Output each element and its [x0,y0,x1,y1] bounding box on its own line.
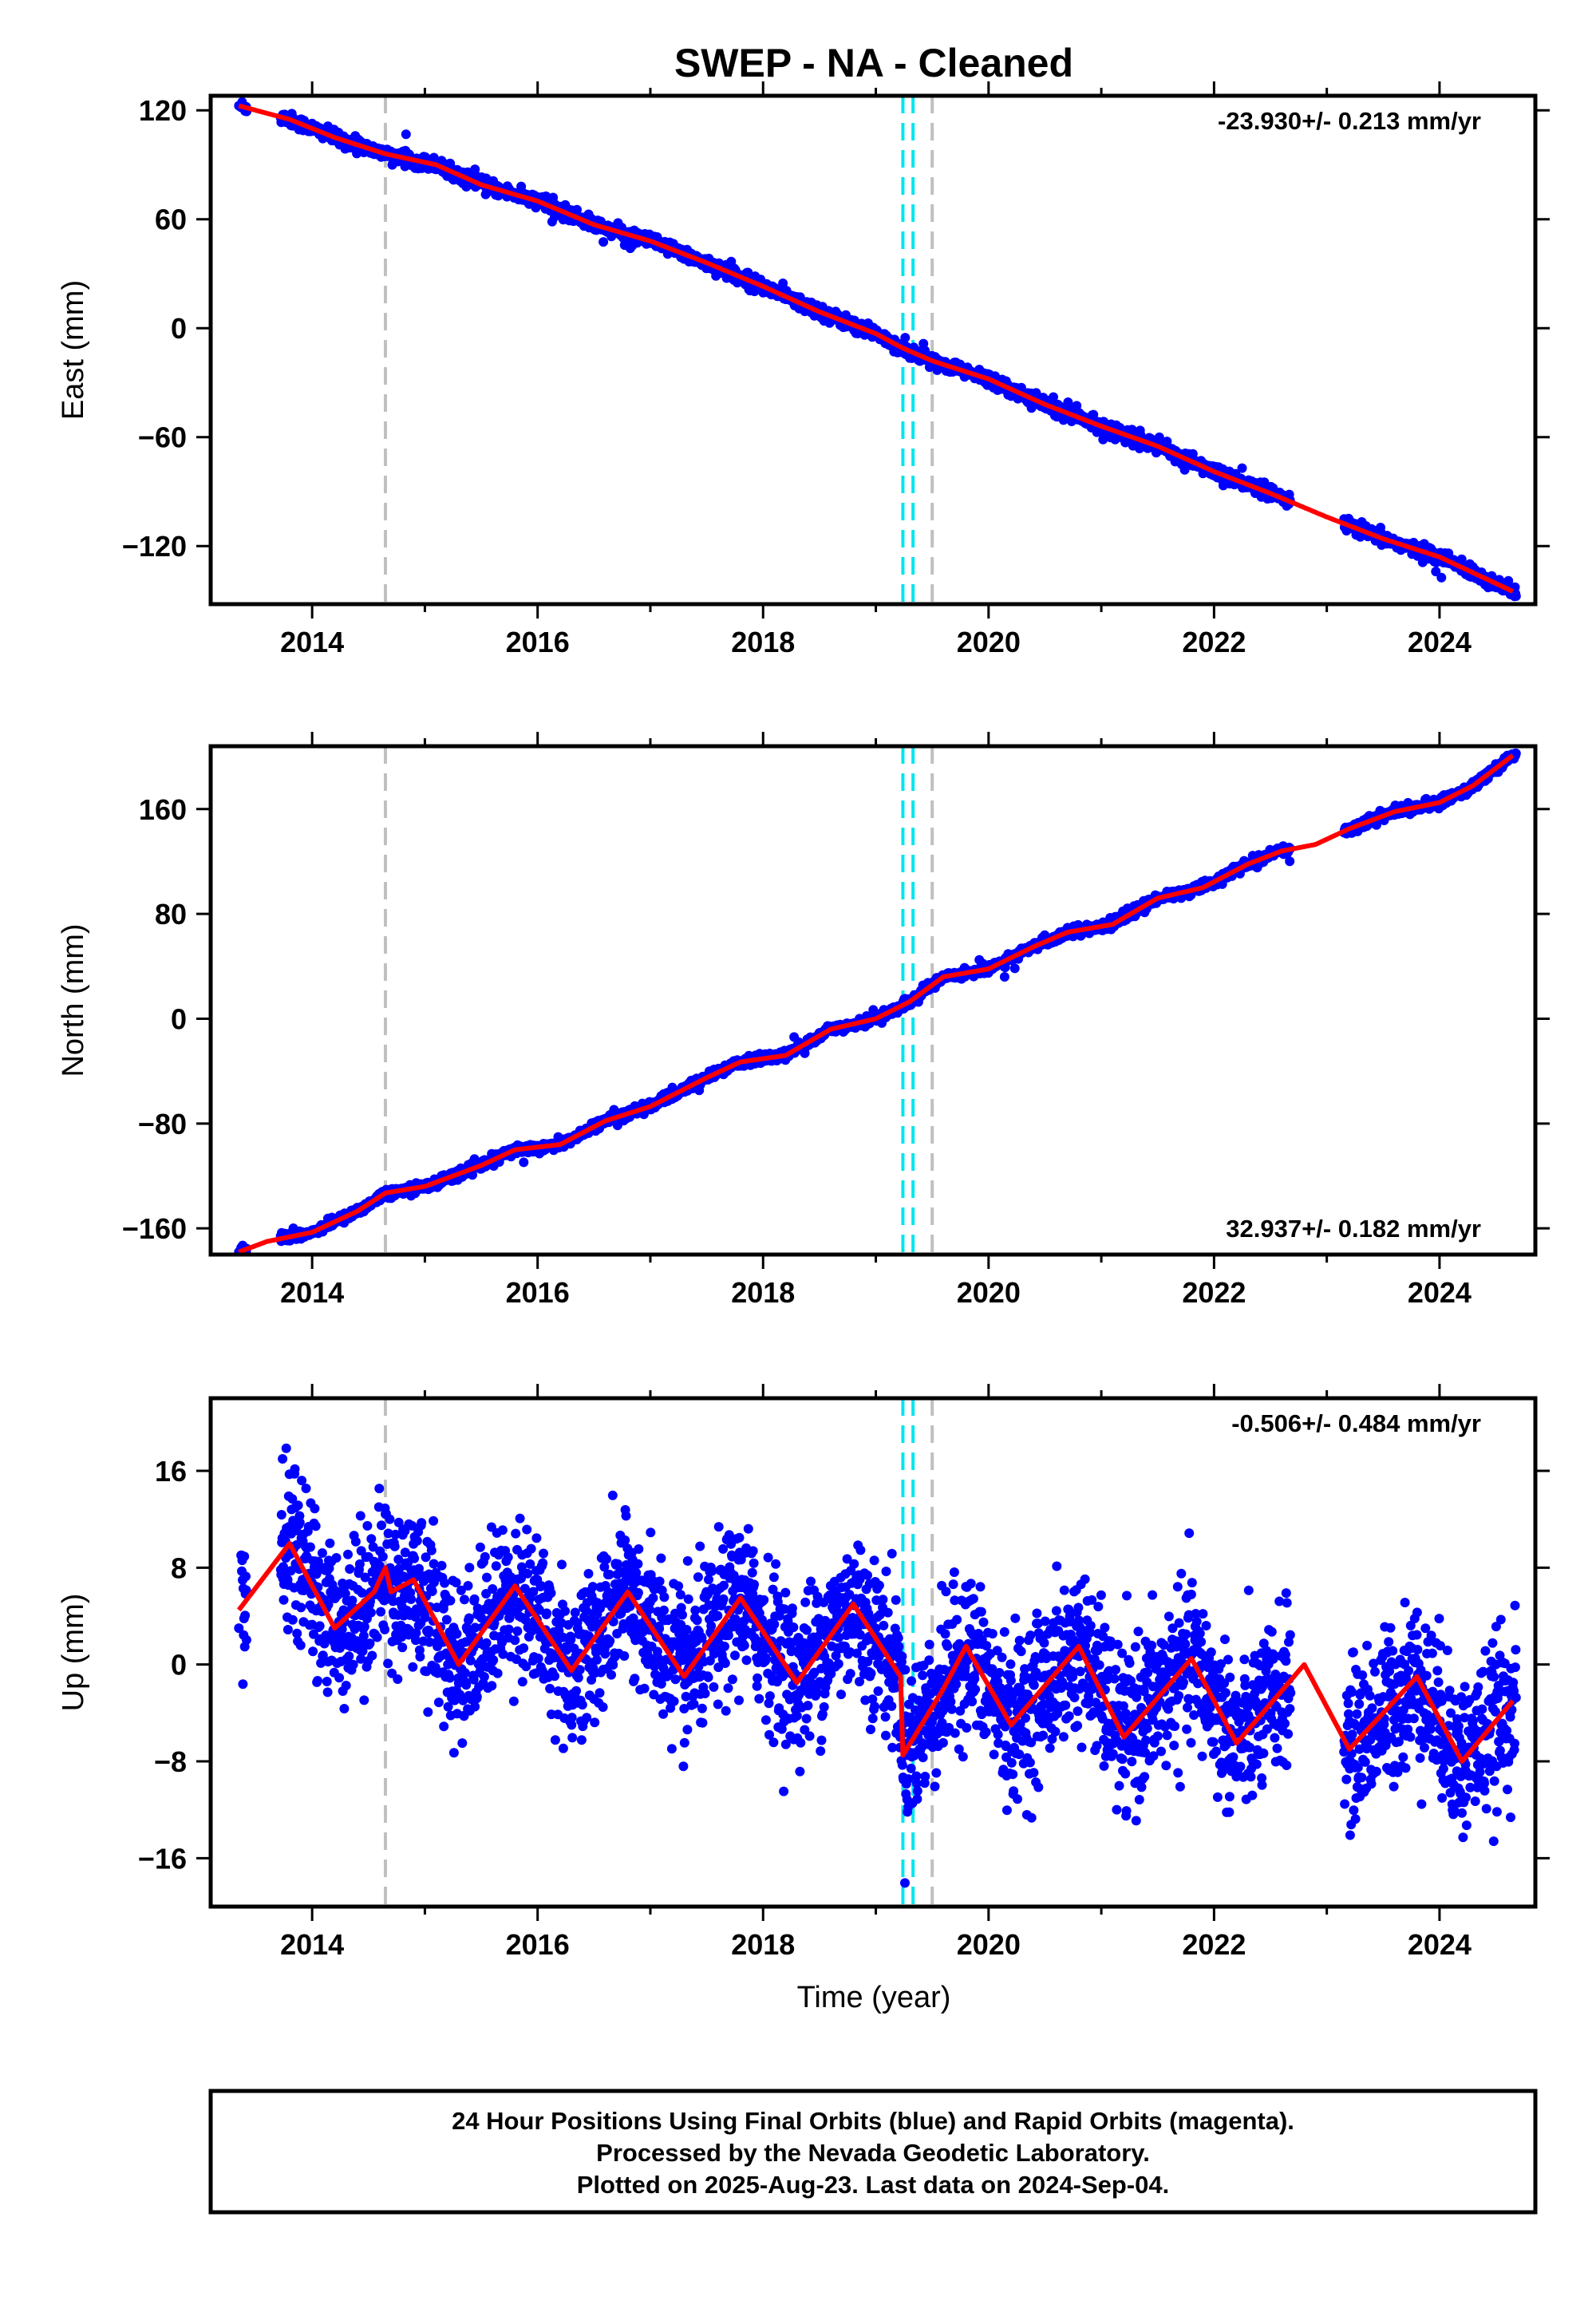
data-point [322,1687,333,1697]
model-line [237,103,1515,594]
y-tick-label: −80 [138,1108,187,1140]
data-point [334,1673,345,1683]
data-point [295,1640,306,1650]
data-point [743,267,753,278]
data-point [282,1625,293,1634]
x-tick-label: 2020 [957,1276,1021,1309]
data-point [296,1603,306,1613]
data-point [310,1521,321,1531]
data-point [598,237,609,247]
data-point [325,1538,335,1548]
data-point [239,1551,250,1562]
plot-area [234,746,1521,1255]
data-point [310,1504,320,1514]
data-point [287,1614,298,1625]
data-point [305,1542,315,1552]
data-point [1049,392,1058,402]
data-point [1431,567,1441,577]
data-point [331,1553,342,1563]
x-tick-label: 2016 [506,1276,570,1309]
data-point [1436,572,1447,583]
data-point [293,1500,303,1511]
x-tick-label: 2018 [731,1276,795,1309]
y-axis-label: East (mm) [57,280,90,420]
data-point [1072,401,1082,411]
data-point [301,1484,311,1493]
data-point [1009,963,1020,974]
x-tick-label: 2024 [1408,1276,1472,1309]
data-point [281,1443,291,1453]
data-point [308,1646,318,1657]
y-tick-label: 60 [155,204,187,236]
x-tick-label: 2016 [506,626,570,658]
y-tick-label: 160 [139,793,187,826]
y-tick-label: −160 [122,1212,187,1245]
data-point [240,1611,251,1621]
data-point [292,1628,302,1638]
data-point [339,1704,350,1713]
x-tick-label: 2014 [280,1276,344,1309]
data-point [297,1476,307,1486]
model-line [237,753,1515,1255]
data-point [278,1454,288,1464]
plot-area [234,1398,1521,1907]
data-point [337,1624,347,1634]
data-point [333,1590,343,1600]
data-point [572,204,582,215]
data-point [309,1629,318,1639]
data-point [519,1157,529,1168]
data-point [778,279,788,288]
data-point [241,1571,251,1582]
y-tick-label: 0 [171,312,187,345]
x-tick-label: 2018 [731,626,795,658]
data-point [294,1517,305,1528]
data-point [234,1623,244,1634]
data-point [276,1510,286,1520]
data-point [287,1494,298,1504]
data-point [401,129,411,140]
data-point [314,1621,325,1631]
plot-frame [208,93,1538,607]
data-point [322,1677,332,1686]
x-tick-label: 2022 [1182,1276,1246,1309]
data-point [241,1634,251,1645]
y-tick-label: 0 [171,1002,187,1035]
data-point [1187,449,1198,459]
rate-label: -23.930+/- 0.213 mm/yr [1218,107,1481,135]
data-point [238,1679,248,1690]
data-point [1285,856,1295,867]
data-point [290,1464,300,1474]
data-point [241,1585,251,1595]
x-tick-label: 2020 [957,626,1021,658]
plot-area [234,96,1521,604]
data-point [999,972,1009,982]
data-point [313,1676,322,1686]
data-point [1511,749,1521,758]
data-point [317,1548,327,1558]
data-point [279,1562,288,1572]
y-tick-label: 80 [155,898,187,931]
data-point [1063,397,1073,407]
figure-title: SWEP - NA - Cleaned [674,41,1073,85]
y-tick-label: −120 [122,530,187,563]
data-point [900,333,911,343]
x-tick-label: 2022 [1182,626,1246,658]
data-point [1511,591,1521,601]
rate-label: 32.937+/- 0.182 mm/yr [1226,1215,1481,1243]
x-tick-label: 2024 [1408,626,1472,658]
data-point [1237,463,1247,473]
data-point [286,1566,296,1576]
y-tick-label: 120 [139,94,187,127]
north-panel: 2014 2016 2018 2020 2022 2024 −160 −80 0 80 160 Nor… [57,732,1550,1309]
y-axis-label: North (mm) [57,923,90,1077]
y-tick-label: −60 [138,421,187,454]
x-tick-label: 2014 [280,626,344,658]
plot-frame [208,744,1538,1257]
east-panel: 2014 2016 2018 2020 2022 2024 −120 −60 0 60 120 Eas… [57,81,1550,658]
data-point [279,1595,289,1605]
